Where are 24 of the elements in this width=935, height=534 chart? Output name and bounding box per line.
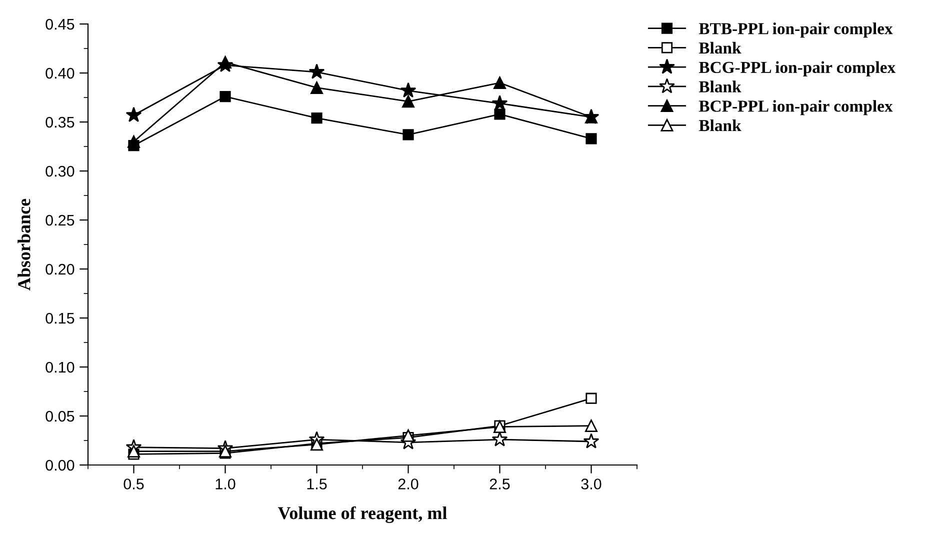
x-tick-label: 2.5 (490, 478, 510, 490)
legend-label: Blank (698, 80, 742, 92)
y-tick-label: 0.20 (46, 264, 74, 275)
y-tick-label: 0.40 (46, 68, 74, 79)
y-tick-label: 0.25 (46, 214, 74, 226)
y-tick-label: 0.30 (46, 166, 74, 177)
y-tick-label: 0.00 (46, 460, 74, 471)
y-tick-label: 0.45 (46, 18, 74, 30)
x-tick-label: 3.0 (581, 478, 602, 490)
y-tick-label: 0.10 (46, 362, 74, 373)
y-tick-label: 0.05 (46, 410, 74, 422)
legend-label: BCG-PPL ion-pair complex (698, 61, 896, 76)
x-tick-label: 2.0 (398, 478, 418, 490)
legend-label: BTB-PPL ion-pair complex (698, 22, 893, 38)
x-axis-title: Volume of reagent, ml (278, 506, 447, 524)
x-tick-label: 0.5 (124, 478, 144, 490)
x-tick-label: 1.0 (216, 478, 236, 490)
y-tick-label: 0.35 (46, 116, 74, 128)
legend-label: Blank (698, 119, 742, 132)
legend-label: Blank (698, 42, 742, 54)
legend-label: BCP-PPL ion-pair complex (698, 100, 893, 116)
x-tick-label: 1.5 (307, 478, 327, 490)
y-tick-label: 0.15 (46, 312, 74, 324)
y-axis-title: Absorbance (18, 198, 30, 290)
